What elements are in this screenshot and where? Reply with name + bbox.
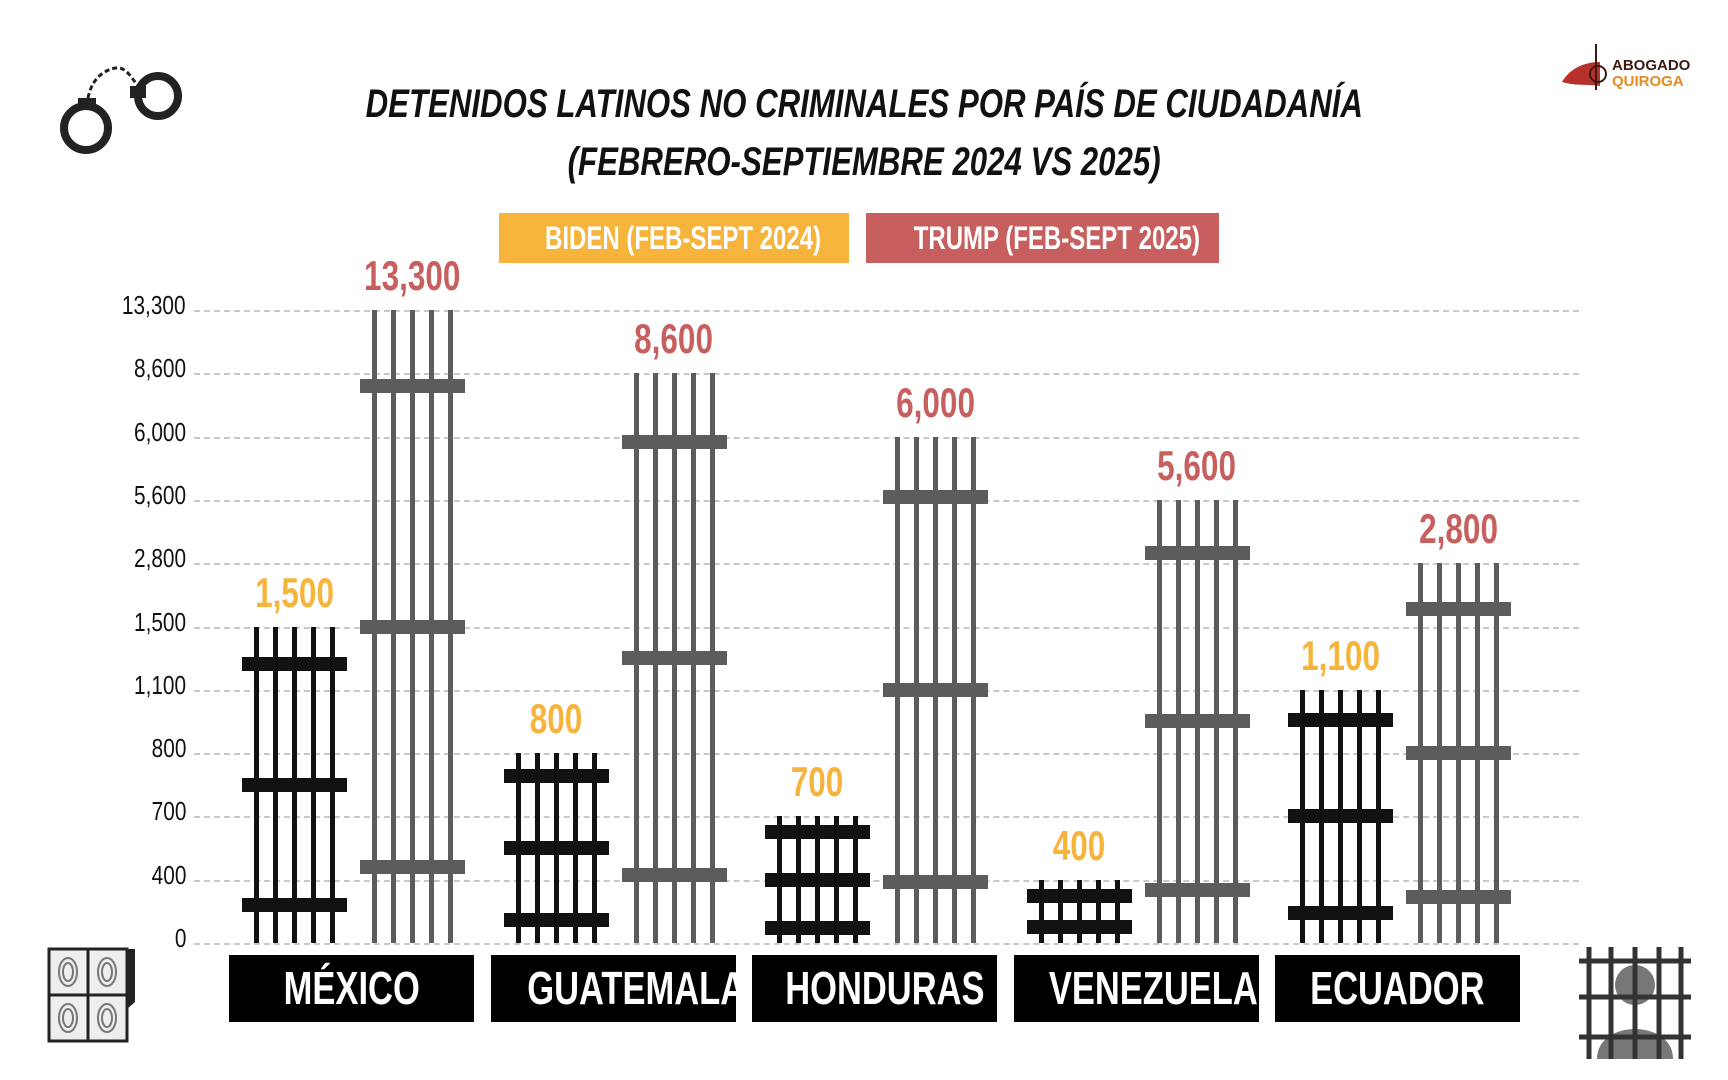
- gridline: [194, 816, 1579, 819]
- prisoner-behind-bars-icon: [1579, 947, 1691, 1059]
- trump-value-label: 13,300: [364, 252, 461, 299]
- trump-value-label: 6,000: [896, 378, 975, 426]
- biden-bar-rod: [1038, 879, 1044, 943]
- trump-bar-crossbar: [1144, 546, 1250, 561]
- trump-bar-crossbar: [1406, 890, 1511, 905]
- biden-bar-crossbar: [765, 872, 870, 887]
- y-tick-label: 400: [151, 859, 186, 890]
- trump-bar-crossbar: [360, 860, 465, 875]
- trump-bar-crossbar: [360, 378, 465, 393]
- svg-text:QUIROGA: QUIROGA: [1612, 73, 1684, 90]
- biden-bar-crossbar: [1026, 888, 1132, 903]
- y-tick-label: 5,600: [133, 479, 186, 510]
- y-tick-label: 0: [174, 923, 186, 953]
- y-tick-label: 700: [151, 796, 186, 827]
- category-label: HONDURAS: [752, 955, 997, 1022]
- biden-bar-crossbar: [1288, 905, 1393, 920]
- biden-bar-crossbar: [1026, 920, 1132, 935]
- biden-value-label: 700: [791, 758, 844, 806]
- y-tick-label: 13,300: [122, 290, 186, 320]
- trump-bar-crossbar: [1144, 882, 1250, 897]
- biden-bar-crossbar: [765, 920, 870, 935]
- trump-value-label: 8,600: [634, 315, 714, 363]
- biden-value-label: 400: [1052, 821, 1106, 869]
- gridline: [194, 373, 1579, 376]
- biden-bar-rod: [1114, 879, 1120, 943]
- biden-value-label: 1,500: [255, 568, 334, 616]
- y-tick-label: 6,000: [133, 416, 186, 447]
- trump-bar-crossbar: [621, 434, 727, 449]
- biden-bar-crossbar: [765, 824, 870, 839]
- biden-bar-crossbar: [503, 841, 609, 856]
- gridline: [194, 310, 1579, 312]
- biden-bar-crossbar: [242, 657, 347, 672]
- trump-bar-crossbar: [1406, 601, 1511, 616]
- y-tick-label: 1,500: [133, 606, 186, 637]
- y-tick-label: 1,100: [133, 669, 186, 700]
- trump-bar-crossbar: [360, 619, 465, 634]
- trump-bar-crossbar: [883, 682, 988, 697]
- biden-bar-crossbar: [1288, 713, 1393, 728]
- biden-bar-crossbar: [503, 768, 609, 783]
- trump-bar-crossbar: [883, 875, 988, 890]
- biden-value-label: 1,100: [1301, 631, 1380, 679]
- handcuffs-icon: [60, 66, 182, 154]
- biden-bar-rod: [1076, 879, 1082, 943]
- y-tick-label: 800: [151, 733, 186, 764]
- gridline: [194, 436, 1579, 439]
- biden-bar-crossbar: [1288, 809, 1393, 824]
- biden-bar-crossbar: [503, 913, 609, 928]
- category-label: ECUADOR: [1275, 955, 1520, 1022]
- chart-subtitle: (FEBRERO-SEPTIEMBRE 2024 VS 2025): [567, 140, 1161, 184]
- biden-bar-rod: [1057, 879, 1063, 943]
- gridline: [194, 563, 1579, 566]
- chart-title: DETENIDOS LATINOS NO CRIMINALES POR PAÍS…: [365, 82, 1363, 126]
- trump-bar-crossbar: [1144, 714, 1250, 729]
- y-tick-label: 8,600: [133, 353, 186, 384]
- category-label: MÉXICO: [229, 955, 474, 1022]
- category-label: VENEZUELA: [1013, 955, 1259, 1022]
- trump-bar-crossbar: [883, 490, 988, 505]
- gridline: [194, 753, 1579, 756]
- fingerprint-card-icon: [47, 947, 135, 1043]
- category-label: GUATEMALA: [490, 955, 745, 1022]
- biden-bar-rod: [1095, 879, 1101, 943]
- biden-bar-crossbar: [242, 898, 347, 913]
- trump-value-label: 5,600: [1157, 441, 1237, 489]
- gridline: [194, 626, 1579, 629]
- gridline: [194, 943, 1579, 945]
- trump-value-label: 2,800: [1419, 505, 1498, 553]
- biden-value-label: 800: [529, 695, 583, 743]
- trump-bar-crossbar: [621, 867, 727, 882]
- biden-bar-crossbar: [242, 777, 347, 792]
- legend-trump: TRUMP (FEB-SEPT 2025): [866, 213, 1219, 263]
- abogado-quiroga-logo: ABOGADO QUIROGA: [1562, 44, 1691, 90]
- svg-text:ABOGADO: ABOGADO: [1612, 57, 1691, 74]
- legend-biden: BIDEN (FEB-SEPT 2024): [499, 213, 849, 263]
- trump-bar-crossbar: [1406, 746, 1511, 761]
- trump-bar-crossbar: [621, 651, 727, 666]
- y-tick-label: 2,800: [133, 543, 186, 574]
